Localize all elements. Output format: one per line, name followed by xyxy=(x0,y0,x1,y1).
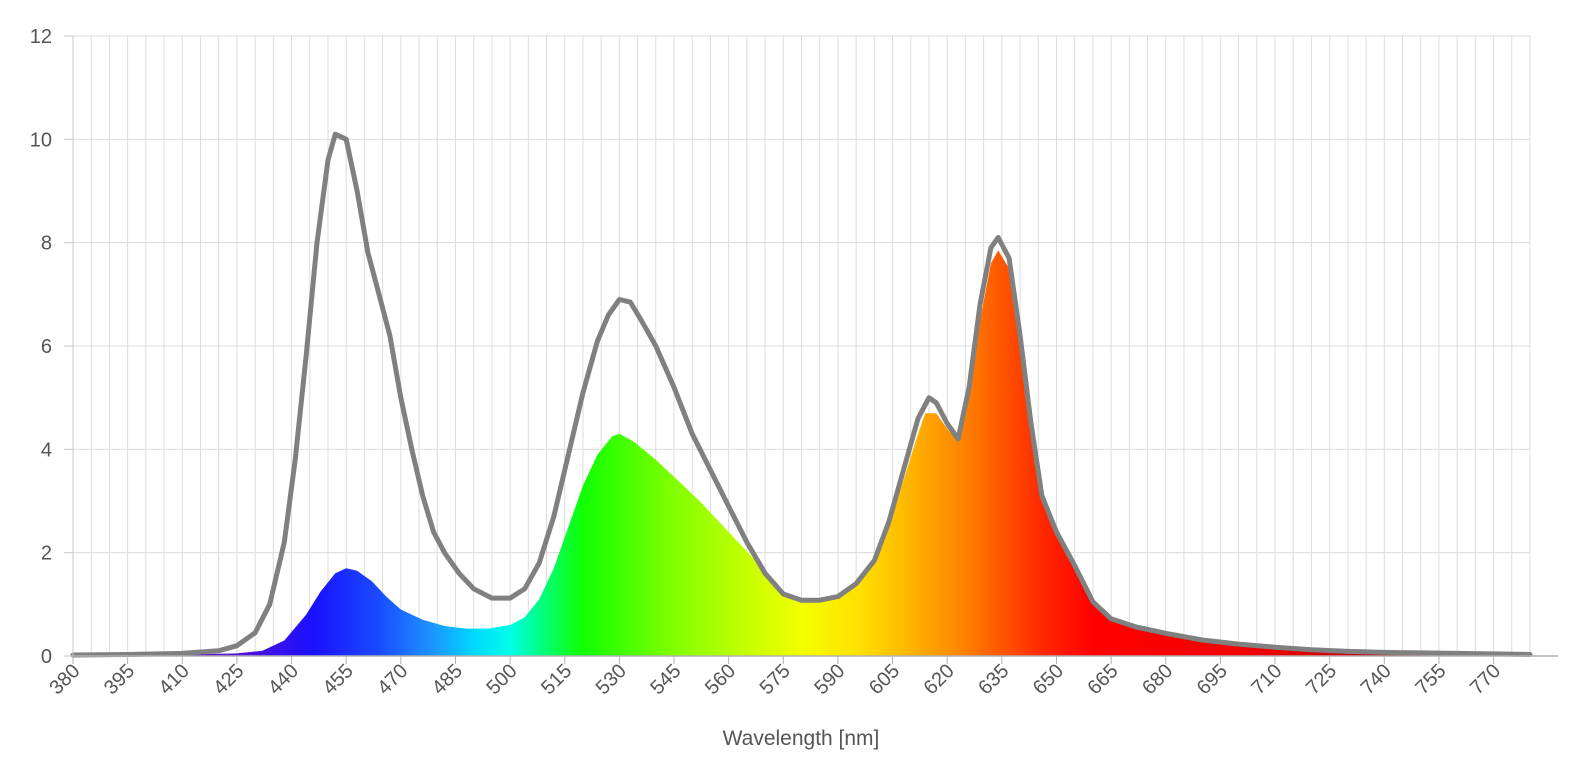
x-tick-label: 455 xyxy=(319,660,358,699)
y-tick-label: 0 xyxy=(41,646,52,668)
x-tick-label: 665 xyxy=(1083,660,1122,699)
x-tick-label: 440 xyxy=(264,660,303,699)
x-tick-label: 560 xyxy=(701,660,740,699)
x-tick-label: 620 xyxy=(920,660,959,699)
y-axis-ticks: 0 2 4 6 8 10 12 xyxy=(30,26,73,668)
y-tick-label: 2 xyxy=(41,543,52,565)
x-tick-label: 485 xyxy=(428,660,467,699)
x-tick-label: 530 xyxy=(592,660,631,699)
y-tick-label: 12 xyxy=(30,26,52,48)
x-tick-label: 770 xyxy=(1466,660,1505,699)
x-tick-label: 395 xyxy=(100,660,139,699)
x-tick-label: 590 xyxy=(810,660,849,699)
x-tick-label: 635 xyxy=(974,660,1013,699)
x-tick-label: 695 xyxy=(1193,660,1232,699)
envelope-line xyxy=(70,131,1533,658)
y-tick-label: 8 xyxy=(41,233,52,255)
x-tick-label: 725 xyxy=(1302,660,1341,699)
x-tick-label: 650 xyxy=(1029,660,1068,699)
x-axis-title: Wavelength [nm] xyxy=(723,727,880,750)
x-tick-label: 740 xyxy=(1357,660,1396,699)
x-tick-label: 515 xyxy=(537,660,576,699)
y-tick-label: 6 xyxy=(41,336,52,358)
x-tick-label: 500 xyxy=(482,660,521,699)
x-tick-label: 410 xyxy=(155,660,194,699)
x-tick-label: 710 xyxy=(1247,660,1286,699)
x-tick-label: 470 xyxy=(373,660,412,699)
x-tick-label: 680 xyxy=(1138,660,1177,699)
envelope-curve xyxy=(70,131,1533,658)
x-tick-label: 605 xyxy=(865,660,904,699)
x-tick-label: 575 xyxy=(756,660,795,699)
x-tick-label: 425 xyxy=(209,660,248,699)
x-axis-ticks: 380 395 410 425 440 455 470 485 500 515 530 545 560 5… xyxy=(45,656,1505,699)
y-tick-label: 10 xyxy=(30,129,52,151)
x-tick-label: 755 xyxy=(1411,660,1450,699)
y-tick-label: 4 xyxy=(41,439,52,461)
grid xyxy=(73,35,1531,656)
x-tick-label: 545 xyxy=(646,660,685,699)
